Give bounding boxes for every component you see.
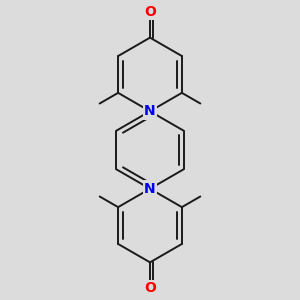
Text: O: O <box>144 281 156 295</box>
Text: O: O <box>144 5 156 19</box>
Text: N: N <box>144 104 156 118</box>
Text: N: N <box>144 182 156 196</box>
